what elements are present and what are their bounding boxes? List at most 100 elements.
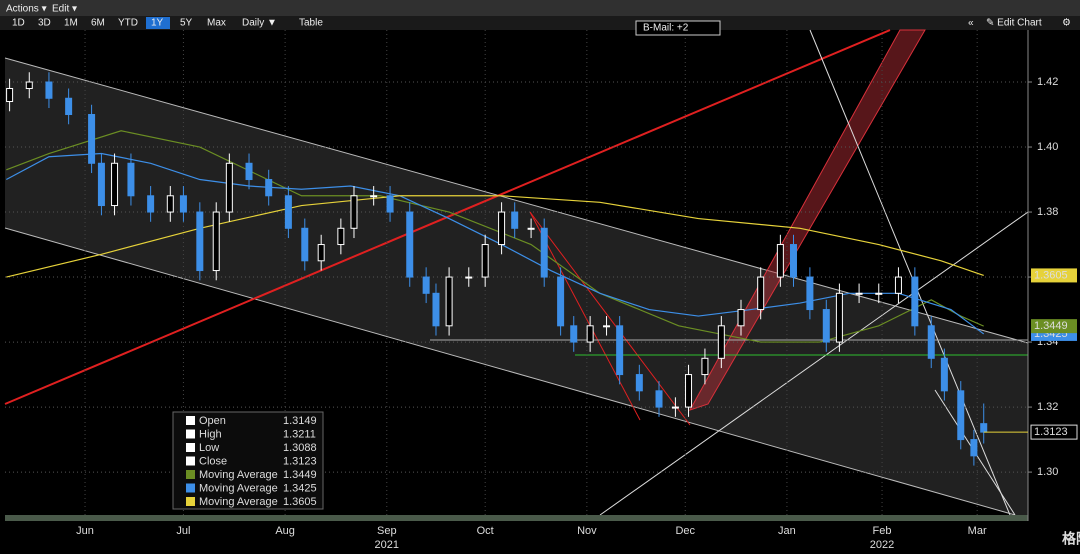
candle [603,316,611,336]
candle [911,267,919,336]
candle-body [245,162,253,181]
candle-body [894,276,902,294]
range-button[interactable]: 1D [12,18,25,29]
legend-label: High [199,428,222,440]
x-tick-label: Feb [873,525,892,537]
candle-body [147,195,155,213]
legend-label: Low [199,442,219,454]
y-tick-label: 1.42 [1037,76,1058,88]
candle-body [317,244,325,262]
menu-item[interactable]: Actions ▾ [6,4,47,15]
candle [685,364,693,417]
range-button[interactable]: 6M [91,18,105,29]
candle-body [65,97,73,116]
legend-swatch [186,429,195,439]
legend-value: 1.3425 [283,482,317,494]
toolbar-right[interactable]: « [968,18,974,29]
candle [147,186,155,222]
candle [655,381,663,417]
candle-body [717,325,725,359]
legend-swatch [186,416,195,425]
candle-body [88,114,96,164]
candle-body [540,227,548,278]
range-button[interactable]: Daily ▼ [242,18,277,29]
candle-body [481,244,489,278]
candle [196,202,204,281]
candle-body [337,227,345,246]
channel [5,58,1028,515]
candle-body [776,244,784,278]
candle-body [875,292,883,295]
candle [65,88,73,125]
toolbar-right[interactable]: ✎ Edit Chart [986,18,1042,29]
candle-body [166,195,174,213]
candle-body [265,179,273,197]
candle-body [701,357,709,376]
candle-body [511,211,519,229]
year-label: 2022 [870,539,894,551]
ma-price-label-box [1031,319,1077,334]
range-button[interactable]: 5Y [180,18,193,29]
candle-body [586,325,594,343]
candle [701,348,709,385]
candle-body [432,292,440,327]
x-tick-label: Nov [577,525,597,537]
candle [370,186,378,206]
candle [97,153,105,216]
candle-body [980,423,988,433]
candle-body [957,390,965,441]
y-tick-label: 1.38 [1037,206,1058,218]
legend-swatch [186,483,195,493]
bmail[interactable]: B-Mail: +2 [643,23,689,34]
menu-item[interactable]: Edit ▾ [52,4,77,15]
candle-body [789,244,797,278]
legend-value: 1.3149 [283,415,317,427]
range-button[interactable]: 1Y [151,18,164,29]
candle-body [806,276,814,311]
candle-body [196,211,204,272]
candle-body [655,390,663,408]
candle-body [557,276,565,327]
toolbar-right[interactable]: ⚙ [1062,18,1071,29]
candle-body [635,374,643,392]
legend-label: Open [199,415,226,427]
range-button[interactable]: Max [207,18,226,29]
candle-body [570,325,578,343]
candle [212,202,220,281]
candle-body [465,276,473,279]
bmail-box[interactable] [635,20,721,36]
candle-body [225,162,233,213]
menu-bar [0,0,1080,16]
range-button[interactable]: Table [299,18,323,29]
candle-body [498,211,506,246]
x-tick-label: Aug [275,525,295,537]
candle [789,234,797,287]
candle [970,429,978,466]
range-button[interactable]: YTD [118,18,138,29]
candle [88,104,96,174]
candle [940,348,948,401]
close-price-label-box [1030,424,1078,440]
candle-body [737,309,745,327]
candle [225,153,233,222]
candle [957,381,965,450]
candle-body [179,195,187,213]
candle-body [45,81,53,99]
legend-value: 1.3605 [283,496,317,508]
red-line [529,211,641,421]
candle [6,78,14,112]
candle [511,202,519,239]
x-tick-label: Oct [477,525,494,537]
range-button[interactable]: 1M [64,18,78,29]
candle [45,72,53,109]
candle-body [927,325,935,359]
candle [835,283,843,352]
candle-body [757,276,765,311]
red-line [529,211,691,426]
candle-body [616,325,624,376]
range-button[interactable]: 3D [38,18,51,29]
candle-body [350,195,358,229]
legend-box [172,411,324,510]
candle-body [406,211,414,278]
channel-lower [4,227,1016,516]
